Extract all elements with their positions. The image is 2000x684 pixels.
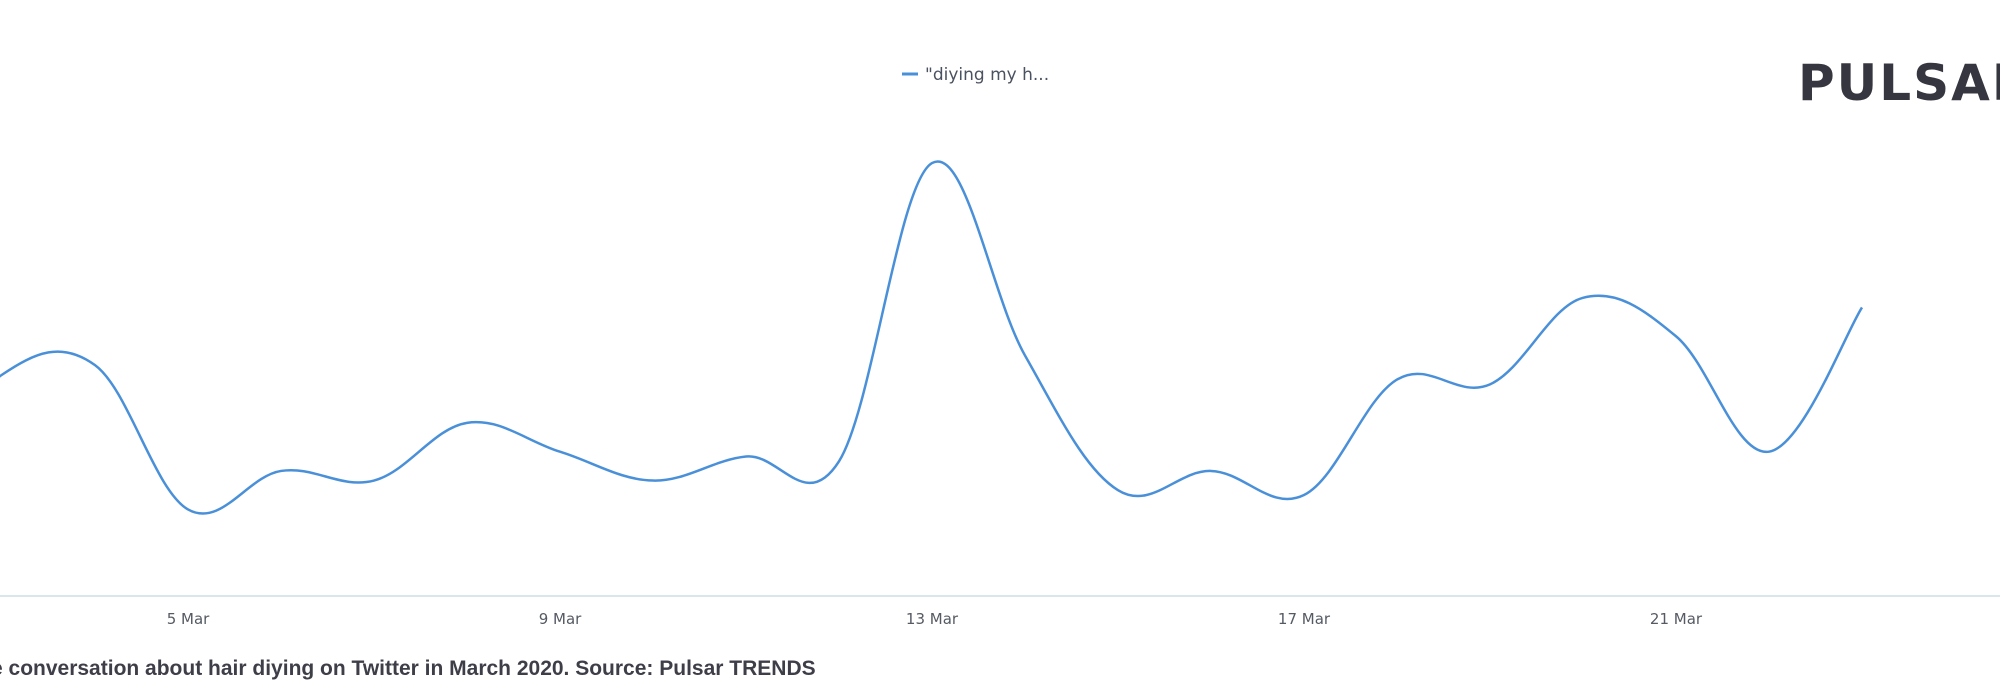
x-tick-label: 13 Mar	[906, 610, 959, 628]
data-point[interactable]	[743, 454, 749, 460]
data-point[interactable]	[1208, 468, 1214, 474]
data-point[interactable]	[1394, 377, 1400, 383]
data-point[interactable]	[1022, 353, 1028, 359]
pulsar-logo: PULSAR	[1798, 54, 2000, 112]
series-group	[0, 160, 1865, 515]
legend: "diying my h...	[902, 65, 1049, 85]
data-point[interactable]	[557, 449, 563, 455]
data-point[interactable]	[1859, 304, 1865, 310]
data-point[interactable]	[1580, 295, 1586, 301]
data-point[interactable]	[1115, 487, 1121, 493]
series-line-0	[0, 160, 1864, 515]
data-point[interactable]	[464, 420, 470, 426]
data-point[interactable]	[1301, 492, 1307, 498]
data-point[interactable]	[371, 478, 377, 484]
legend-label-0: "diying my h...	[925, 65, 1049, 85]
data-point[interactable]	[278, 468, 284, 474]
data-point[interactable]	[1673, 333, 1679, 339]
chart-caption: e conversation about hair diying on Twit…	[0, 657, 816, 680]
data-point[interactable]	[92, 362, 98, 368]
x-tick-label: 9 Mar	[539, 610, 582, 628]
x-tick-label: 5 Mar	[167, 610, 210, 628]
data-point[interactable]	[929, 160, 935, 166]
data-point[interactable]	[1487, 381, 1493, 387]
data-point[interactable]	[836, 458, 842, 464]
x-tick-label: 21 Mar	[1650, 610, 1703, 628]
x-tick-label: 17 Mar	[1278, 610, 1331, 628]
data-point[interactable]	[185, 506, 191, 512]
data-point[interactable]	[650, 478, 656, 484]
logo-text: PULSAR	[1798, 54, 2000, 112]
data-point[interactable]	[1766, 449, 1772, 455]
